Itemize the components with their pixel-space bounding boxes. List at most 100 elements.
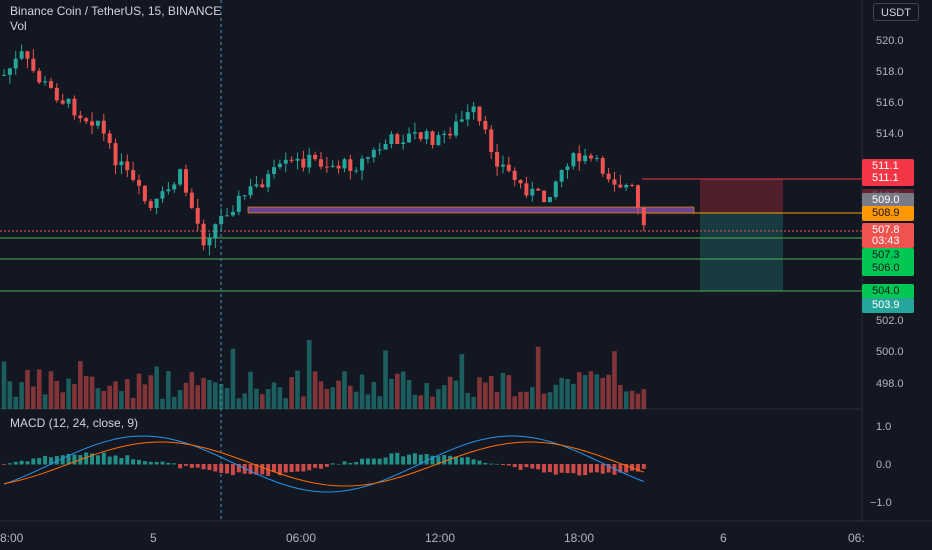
volume-bar: [553, 384, 559, 409]
candle-body: [418, 132, 423, 140]
candle-body: [295, 158, 300, 161]
time-tick: 12:00: [425, 531, 456, 545]
candle-body: [465, 112, 470, 120]
volume-bar: [453, 380, 459, 409]
candle-body: [2, 74, 6, 76]
macd-histogram-bar: [330, 463, 335, 465]
candle-body: [559, 169, 564, 182]
volume-bar: [365, 394, 371, 409]
volume-bar: [406, 380, 412, 409]
volume-bar: [483, 382, 488, 409]
candle-body: [225, 215, 230, 217]
macd-histogram-bar: [418, 454, 423, 465]
volume-bar: [547, 392, 553, 409]
volume-bar: [78, 361, 83, 409]
target-tag: 504.0: [862, 284, 914, 299]
candle-body: [137, 179, 142, 186]
candle-body: [72, 98, 77, 116]
volume-bar: [530, 387, 535, 409]
signal-line: [3, 441, 644, 487]
price-tick: 498.0: [876, 378, 904, 390]
volume-label: Vol: [10, 19, 27, 33]
macd-histogram-bar: [213, 464, 218, 472]
macd-histogram-bar: [360, 458, 365, 465]
candle-body: [589, 155, 593, 159]
candle-body: [536, 188, 541, 191]
candle-body: [260, 184, 265, 188]
candle-body: [242, 195, 247, 197]
last-price-tag: 507.8: [862, 223, 914, 237]
macd-histogram-bar: [318, 464, 323, 469]
candle-body: [43, 81, 48, 83]
volume-bar: [72, 384, 77, 409]
macd-histogram-bar: [201, 464, 206, 470]
macd-histogram-bar: [383, 457, 388, 465]
candle-body: [395, 134, 400, 144]
volume-bar: [512, 396, 517, 409]
candle-body: [90, 121, 95, 126]
macd-histogram-bar: [542, 464, 547, 473]
volume-bar: [535, 346, 541, 409]
volume-bar: [383, 350, 388, 409]
volume-bar: [424, 383, 429, 409]
candle-body: [219, 215, 224, 225]
volume-bar: [301, 396, 306, 409]
volume-bar: [19, 382, 24, 409]
candle-body: [583, 155, 588, 162]
volume-bar: [518, 391, 523, 409]
macd-histogram-bar: [536, 464, 541, 470]
volume-bar: [336, 380, 341, 409]
macd-histogram-bar: [313, 464, 318, 468]
candle-body: [230, 211, 235, 216]
candle-body: [348, 159, 353, 171]
macd-histogram-bar: [641, 464, 646, 469]
macd-histogram-bar: [348, 462, 353, 465]
macd-histogram-bar: [412, 453, 417, 465]
candle-body: [48, 81, 53, 88]
candle-body: [477, 106, 482, 121]
macd-histogram-bar: [160, 461, 165, 465]
macd-histogram-bar: [371, 458, 376, 465]
macd-histogram-bar: [583, 464, 588, 476]
volume-bar: [330, 387, 336, 409]
macd-histogram-bar: [101, 452, 106, 465]
candle-body: [571, 153, 576, 167]
volume-bar: [394, 373, 400, 409]
macd-histogram-bar: [60, 455, 65, 465]
candle-body: [37, 70, 42, 83]
volume-bar: [195, 385, 201, 409]
volume-bar: [7, 381, 13, 409]
price-tick: 518.0: [876, 66, 904, 78]
currency-button[interactable]: USDT: [873, 3, 919, 21]
macd-histogram-bar: [448, 455, 453, 465]
volume-bar: [389, 378, 394, 409]
candle-body: [25, 51, 30, 59]
candle-body: [19, 51, 24, 59]
volume-bar: [418, 395, 424, 409]
macd-histogram-bar: [524, 464, 529, 468]
candle-body: [272, 167, 277, 175]
macd-histogram-bar: [95, 455, 100, 465]
volume-bar: [66, 378, 71, 409]
macd-histogram-bar: [436, 456, 441, 465]
macd-histogram-bar: [131, 459, 136, 465]
candle-body: [283, 159, 288, 164]
candle-body: [483, 120, 488, 130]
symbol-title: Binance Coin / TetherUS, 15, BINANCE: [10, 4, 222, 18]
candle-body: [189, 192, 194, 208]
volume-bar: [412, 394, 418, 409]
volume-bar: [635, 393, 641, 409]
volume-bar: [48, 371, 54, 409]
macd-histogram-bar: [25, 461, 30, 465]
macd-histogram-bar: [465, 457, 470, 465]
volume-bar: [588, 371, 594, 409]
macd-histogram-bar: [577, 464, 582, 476]
volume-bar: [324, 388, 330, 409]
macd-histogram-bar: [2, 464, 6, 465]
volume-bar: [283, 398, 289, 409]
macd-histogram-bar: [307, 464, 312, 471]
candle-body: [565, 166, 570, 170]
macd-histogram-bar: [277, 464, 282, 476]
candle-body: [313, 154, 318, 160]
